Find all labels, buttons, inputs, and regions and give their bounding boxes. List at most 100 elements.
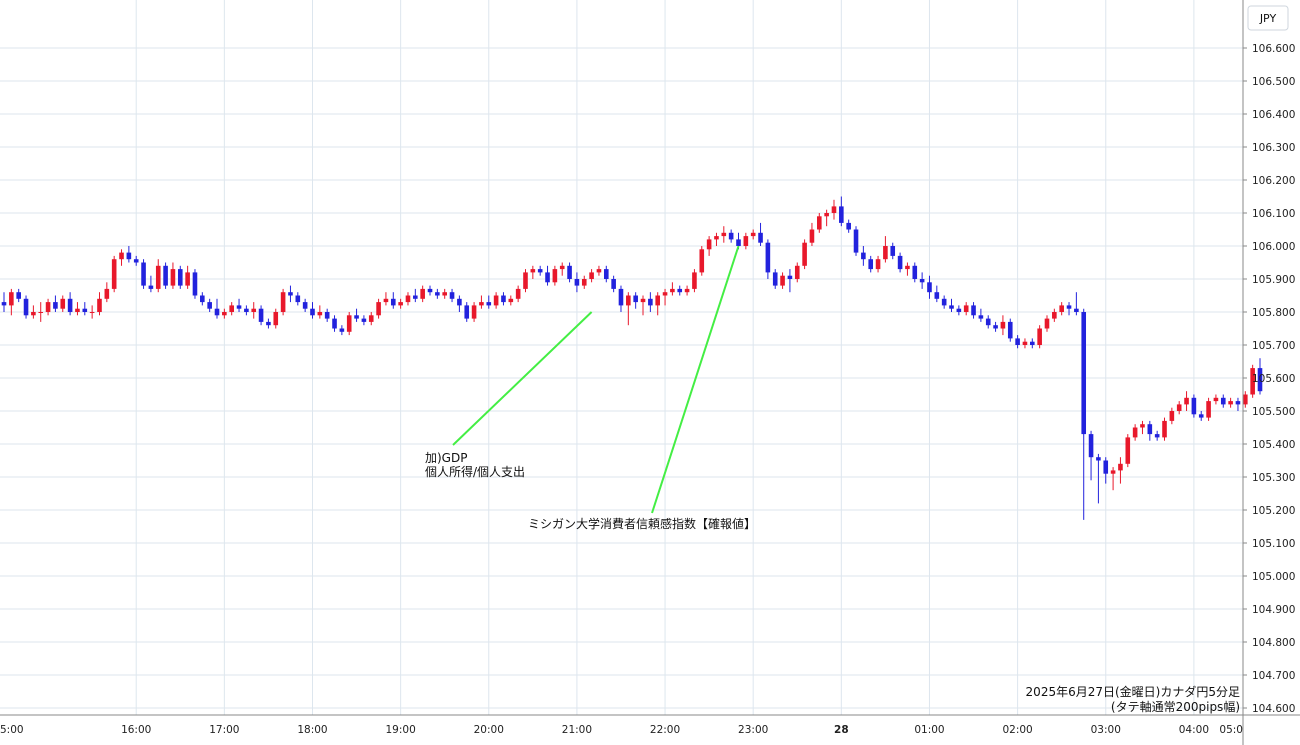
candle-body (1118, 463, 1123, 471)
candle (780, 272, 785, 289)
candle (200, 292, 205, 306)
candle (1103, 457, 1109, 484)
x-tick-label: 18:00 (297, 724, 327, 736)
candle (45, 298, 51, 316)
candle (368, 312, 374, 326)
candle (390, 292, 396, 309)
candle (1022, 338, 1028, 349)
candle-body (655, 295, 661, 306)
candle (1220, 394, 1226, 408)
candle-body (464, 305, 470, 319)
y-tick-label: 105.400 (1252, 439, 1295, 451)
candle-body (60, 298, 66, 309)
candle (266, 318, 271, 329)
candle-body (662, 292, 668, 296)
candle (1169, 407, 1175, 425)
candle-body (956, 308, 962, 312)
candle-body (9, 292, 14, 306)
candle-body (1066, 305, 1072, 309)
candle (493, 292, 499, 309)
x-tick-label: 23:00 (738, 724, 768, 736)
candle (104, 282, 110, 303)
candle (442, 288, 447, 299)
candle (229, 302, 234, 316)
candle-body (1250, 368, 1255, 395)
candle (589, 269, 594, 283)
candle (376, 298, 381, 319)
annotation-label: ミシガン大学消費者信頼感指数【確報値】 (528, 516, 756, 531)
candle-body (390, 298, 396, 306)
x-tick-label: 01:00 (914, 724, 944, 736)
candle (714, 232, 719, 246)
candle-body (310, 308, 315, 316)
candle (126, 246, 132, 263)
candle (273, 308, 279, 329)
candle (728, 229, 734, 243)
candle-body (376, 302, 381, 316)
candle (655, 292, 661, 316)
x-tick-label: 19:00 (385, 724, 415, 736)
candle (1257, 358, 1263, 395)
y-tick-label: 105.300 (1252, 472, 1295, 484)
candle-body (728, 232, 734, 240)
candle (772, 269, 778, 289)
candle (993, 321, 998, 332)
candle-body (890, 246, 896, 256)
candle-body (941, 298, 947, 306)
candle-body (457, 298, 462, 306)
candle-body (985, 318, 991, 326)
candle (479, 295, 484, 309)
candle-body (780, 275, 785, 286)
candle (1118, 457, 1123, 484)
candle (53, 295, 58, 312)
candle-body (839, 206, 844, 223)
candle-body (545, 272, 550, 283)
candle (596, 265, 602, 276)
candle-body (897, 255, 903, 270)
candle-body (435, 292, 440, 296)
candle-body (765, 242, 771, 273)
candle-body (1191, 397, 1197, 415)
y-tick-label: 105.200 (1252, 505, 1295, 517)
candle (1059, 302, 1064, 316)
candle-body (802, 242, 807, 266)
candle (626, 292, 631, 326)
candle-body (266, 321, 271, 326)
candle (530, 265, 536, 279)
candle (119, 249, 124, 266)
candle-body (1074, 308, 1079, 312)
candle-body (581, 279, 587, 286)
candle-body (750, 232, 756, 237)
candle (1154, 430, 1160, 441)
candle-body (16, 292, 21, 299)
x-tick-label: 22:00 (650, 724, 680, 736)
candle (148, 275, 154, 293)
candle (1243, 391, 1248, 408)
candle (861, 246, 866, 266)
candle-body (905, 265, 910, 270)
candle-body (405, 295, 411, 303)
candle-body (875, 259, 881, 270)
candle-body (883, 246, 888, 260)
candle-body (1000, 321, 1006, 329)
candle (1176, 401, 1182, 415)
candle-body (523, 272, 528, 289)
candle-body (537, 269, 543, 273)
candle (310, 302, 315, 319)
candle-body (148, 285, 154, 289)
candle (251, 302, 257, 319)
candle (9, 288, 14, 316)
candle-body (185, 272, 190, 286)
candle-body (244, 308, 249, 312)
candle (750, 229, 756, 240)
candle-body (633, 295, 638, 303)
candle (537, 265, 543, 276)
candle (699, 246, 705, 276)
candle-body (354, 315, 359, 319)
candle (890, 242, 896, 260)
y-tick-label: 105.800 (1252, 307, 1295, 319)
candle-body (493, 295, 499, 306)
candle-body (427, 288, 433, 293)
candle-body (1088, 434, 1094, 458)
candle (82, 302, 88, 316)
